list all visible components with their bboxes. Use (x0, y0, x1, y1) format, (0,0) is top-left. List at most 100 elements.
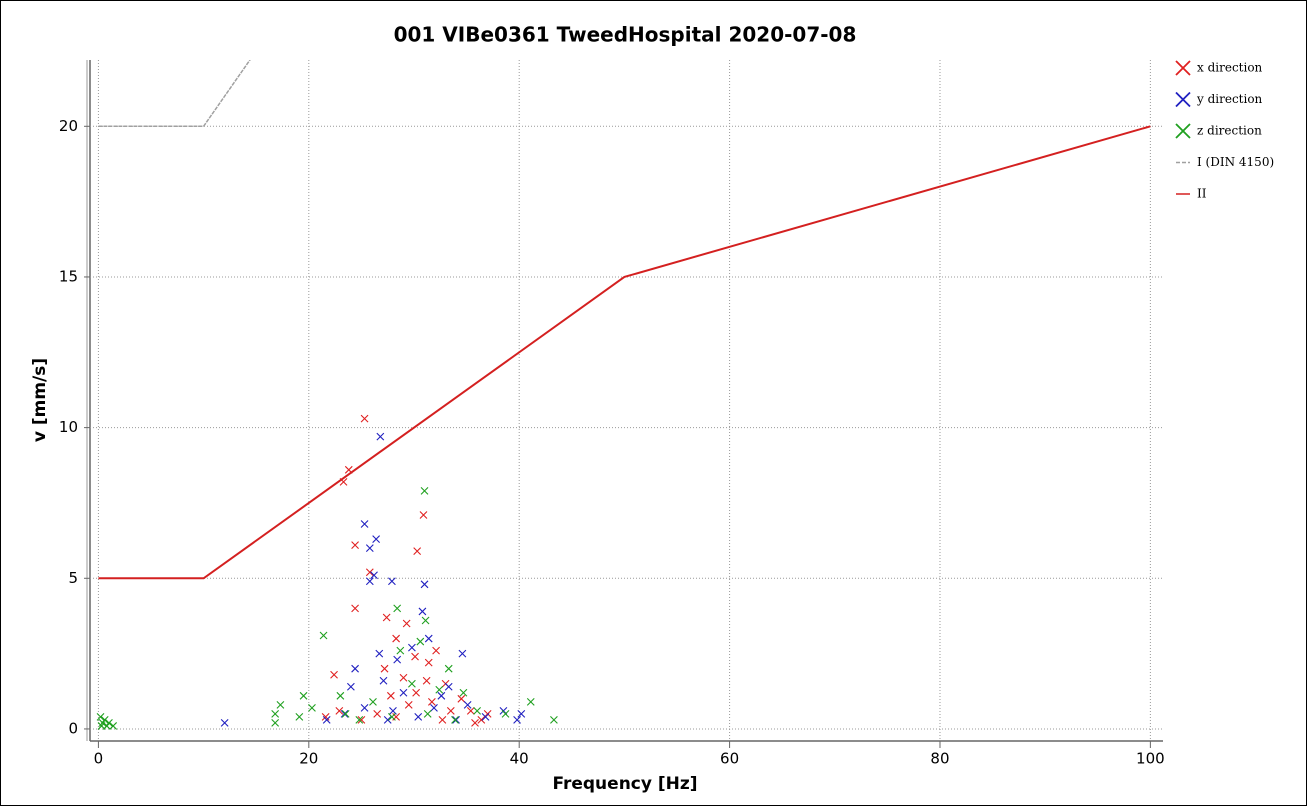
scatter-point (360, 414, 369, 423)
scatter-point (105, 719, 113, 727)
scatter-point (295, 713, 304, 721)
scatter-point (386, 691, 395, 700)
scatter-point (427, 697, 436, 706)
scatter-point (383, 716, 392, 724)
scatter-point (276, 700, 285, 709)
scatter-point (411, 652, 419, 661)
x-tick-label: 40 (510, 750, 529, 768)
scatter-point (421, 616, 430, 625)
scatter-point (360, 520, 369, 528)
y-axis-label: v [mm/s] (30, 358, 50, 442)
scatter-point (430, 703, 438, 712)
scatter-point (414, 713, 423, 721)
scatter-point (393, 604, 402, 613)
scatter-point (96, 713, 105, 721)
line-series (98, 60, 251, 128)
scatter-point (517, 709, 526, 718)
scatter-point (432, 646, 440, 655)
scatter-point (459, 688, 468, 697)
chart-title: 001 VIBe0361 TweedHospital 2020-07-08 (394, 23, 857, 47)
scatter-point (396, 646, 405, 655)
y-tick-label: 15 (59, 267, 78, 285)
scatter-point (341, 709, 350, 718)
scatter-point (100, 716, 109, 724)
legend-label: z direction (1197, 124, 1262, 138)
scatter-point (335, 706, 344, 715)
legend-marker (1175, 60, 1191, 76)
scatter-point (392, 634, 401, 643)
scatter-point (379, 676, 388, 685)
scatter-point (220, 719, 229, 727)
scatter-point (446, 706, 455, 715)
scatter-point (365, 577, 374, 586)
scatter-point (435, 685, 444, 694)
scatter-point (471, 719, 479, 727)
legend-label: y direction (1196, 92, 1263, 106)
scatter-point (463, 700, 472, 709)
scatter-point (308, 703, 316, 712)
scatter-point (109, 722, 118, 730)
scatter-point (458, 649, 467, 658)
scatter-point (370, 571, 378, 580)
scatter-point (412, 688, 420, 697)
scatter-point (382, 613, 391, 622)
scatter-point (322, 716, 331, 724)
scatter-point (452, 716, 460, 724)
scatter-point (271, 709, 280, 718)
scatter-point (389, 706, 397, 715)
scatter-point (481, 713, 490, 721)
scatter-point (365, 544, 374, 553)
scatter-point (360, 703, 369, 712)
scatter-point (444, 682, 453, 691)
y-tick-label: 20 (59, 117, 78, 135)
scatter-point (513, 716, 521, 724)
scatter-point (457, 694, 466, 703)
scatter-point (369, 697, 377, 706)
scatter-point (408, 643, 416, 652)
scatter-point (451, 716, 459, 724)
scatter-point (351, 664, 359, 673)
scatter-point (422, 676, 431, 685)
scatter-point (473, 706, 482, 715)
y-tick-label: 5 (68, 569, 78, 587)
scatter-point (393, 655, 402, 664)
scatter-point (413, 547, 422, 556)
x-axis-label: Frequency [Hz] (552, 774, 697, 794)
scatter-point (399, 688, 408, 697)
scatter-point (420, 487, 429, 495)
scatter-point (319, 631, 328, 640)
scatter-point (299, 691, 308, 700)
scatter-point (351, 541, 359, 550)
legend-label: I (DIN 4150) (1197, 155, 1274, 169)
x-tick-label: 80 (930, 750, 949, 768)
scatter-point (271, 719, 280, 727)
scatter-point (346, 682, 355, 691)
scatter-point (420, 580, 429, 589)
legend-marker (1175, 91, 1191, 108)
scatter-point (330, 670, 338, 679)
scatter-point (438, 716, 447, 724)
scatter-point (97, 722, 106, 730)
scatter-point (404, 700, 413, 709)
legend-marker (1175, 123, 1191, 139)
scatter-point (437, 691, 446, 700)
plot-area (90, 60, 1163, 741)
y-tick-label: 10 (59, 418, 78, 436)
scatter-point (399, 673, 408, 682)
scatter-point (365, 568, 374, 577)
x-tick-label: 60 (720, 750, 739, 768)
x-tick-label: 0 (94, 750, 104, 768)
scatter-point (466, 706, 475, 715)
scatter-point (526, 697, 535, 706)
scatter-point (477, 716, 486, 724)
line-series (98, 125, 1151, 580)
y-tick-label: 0 (68, 719, 78, 737)
legend-label: x direction (1197, 61, 1263, 75)
scatter-point (351, 604, 359, 613)
scatter-point (388, 713, 396, 721)
scatter-point (423, 709, 432, 718)
legend-label: II (1197, 187, 1207, 201)
scatter-point (388, 577, 396, 586)
scatter-point (380, 664, 389, 673)
